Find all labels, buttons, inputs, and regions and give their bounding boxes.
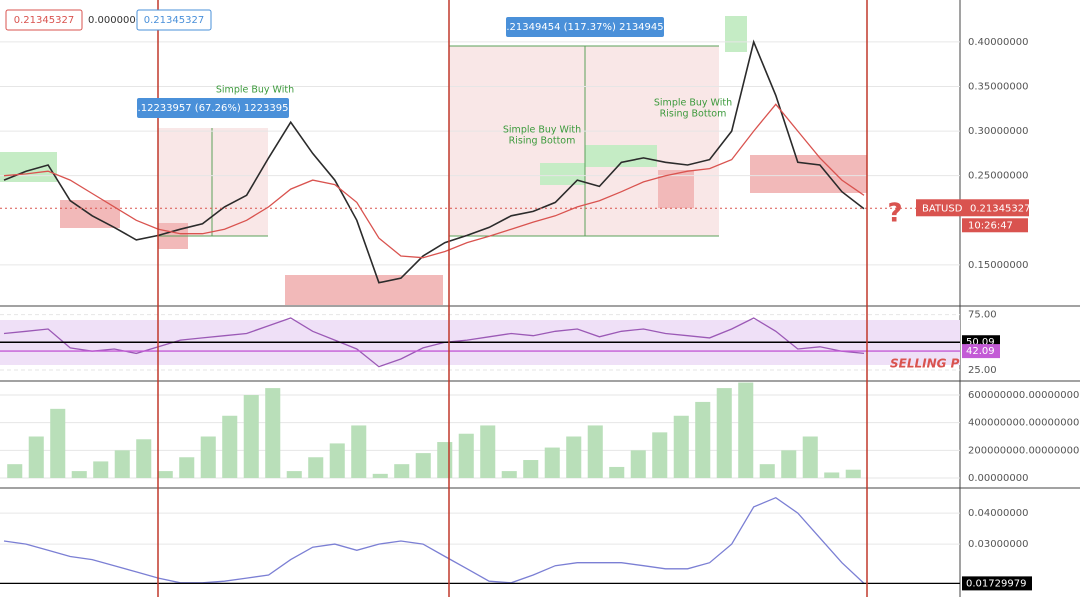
y-tick-label: 0.30000000 — [968, 126, 1028, 137]
volume-bar — [50, 408, 66, 479]
header-value: 0.21345327 — [144, 15, 204, 26]
volume-bar — [781, 450, 797, 479]
volume-bar — [566, 436, 582, 479]
y-tick-label: 0.40000000 — [968, 37, 1028, 48]
trade-label-bg — [506, 17, 664, 37]
price-label: 0.21345327 — [970, 203, 1030, 214]
y-tick-label: 0.15000000 — [968, 260, 1028, 271]
volume-bar — [415, 453, 431, 479]
y-tick-label: 600000000.00000000 — [968, 390, 1079, 401]
volume-bar — [501, 471, 517, 479]
volume-bar — [93, 461, 109, 479]
annotation: Simple Buy With — [216, 85, 294, 96]
series-line — [3, 496, 865, 584]
volume-bar — [523, 460, 539, 479]
countdown: 10:26:47 — [968, 220, 1013, 231]
y-tick-label: 0.03000000 — [968, 539, 1028, 550]
series-line — [3, 39, 865, 284]
volume-bar — [136, 439, 152, 479]
volume-bar — [7, 464, 23, 479]
volume-bar — [458, 433, 474, 479]
level-label: 42.09 — [966, 346, 995, 357]
volume-bar — [845, 469, 861, 479]
volume-bar — [372, 473, 388, 479]
volume-bar — [286, 471, 302, 479]
header-box — [136, 9, 212, 31]
trade-label: 0.12233957 (67.26%) 12233957 — [131, 103, 295, 114]
last-value-label: 0.01729979 — [966, 578, 1026, 589]
volume-bar — [824, 472, 840, 479]
price-label-bg — [916, 199, 1029, 217]
trade-label-bg — [137, 98, 289, 118]
level-label-bg — [962, 344, 1000, 359]
series-line — [3, 317, 865, 368]
volume-bar — [802, 436, 818, 479]
volume-bar — [716, 388, 732, 479]
volume-bar — [759, 464, 775, 479]
rsi-note: SELLING PRI — [890, 357, 974, 371]
y-tick-label: 0.35000000 — [968, 82, 1028, 93]
y-tick-label: 0.00000000 — [968, 473, 1028, 484]
annotation: Simple Buy With — [654, 98, 732, 109]
y-tick-label: 200000000.00000000 — [968, 445, 1079, 456]
question-mark: ? — [887, 199, 902, 229]
volume-bar — [351, 425, 367, 479]
volume-bar — [587, 425, 603, 479]
volume-bar — [609, 466, 625, 479]
volume-bar — [114, 450, 130, 479]
volume-bar — [652, 432, 668, 479]
y-tick-label: 400000000.00000000 — [968, 418, 1079, 429]
symbol-label: BATUSD — [922, 203, 963, 214]
volume-bar — [329, 443, 345, 479]
volume-bar — [437, 442, 453, 479]
annotation: Rising Bottom — [660, 109, 727, 120]
trade-label: 0.21349454 (117.37%) 21349454 — [500, 22, 670, 33]
volume-bar — [394, 464, 410, 479]
y-tick-label: 75.00 — [968, 310, 997, 321]
volume-bar — [243, 395, 259, 479]
volume-bar — [71, 471, 87, 479]
annotation: Simple Buy With — [503, 125, 581, 136]
volume-bar — [179, 457, 195, 479]
volume-bar — [200, 436, 216, 479]
annotation: Rising Bottom — [509, 136, 576, 147]
volume-bar — [738, 382, 754, 479]
y-tick-label: 0.25000000 — [968, 171, 1028, 182]
volume-bar — [480, 425, 496, 479]
header-value: 0.21345327 — [14, 15, 74, 26]
volume-bar — [157, 471, 173, 479]
volume-bar — [222, 415, 238, 479]
header-box — [5, 9, 83, 31]
volume-bar — [28, 436, 44, 479]
volume-bar — [673, 415, 689, 479]
header-value: 0.00000000 — [88, 15, 148, 26]
volume-bar — [630, 450, 646, 479]
y-tick-label: 25.00 — [968, 365, 997, 376]
volume-bar — [265, 388, 281, 479]
y-tick-label: 0.04000000 — [968, 508, 1028, 519]
level-label: 50.09 — [966, 337, 995, 348]
volume-bar — [695, 401, 711, 479]
last-value-bg — [962, 576, 1032, 591]
volume-bar — [308, 457, 324, 479]
volume-bar — [544, 447, 560, 479]
series-line — [3, 103, 865, 259]
countdown-bg — [962, 218, 1028, 233]
position-zones — [0, 16, 867, 305]
